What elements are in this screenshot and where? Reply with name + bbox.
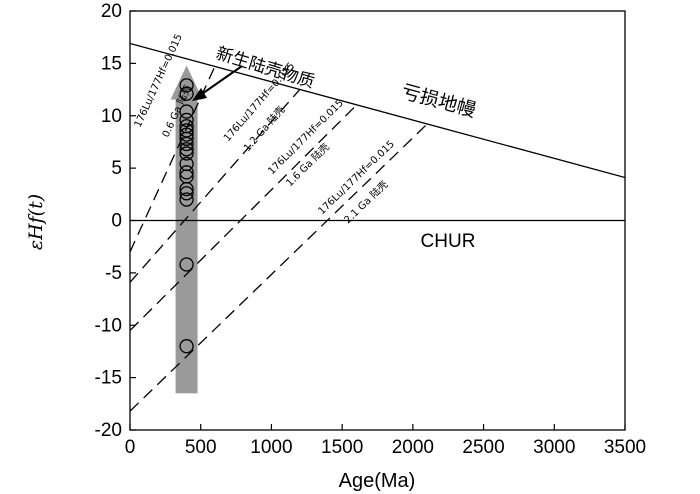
data-point xyxy=(179,181,194,197)
data-point xyxy=(179,136,194,152)
data-point xyxy=(179,78,194,93)
chur-label: CHUR xyxy=(421,231,476,252)
x-tick-label: 2000 xyxy=(392,437,434,458)
x-tick-label: 1000 xyxy=(250,437,292,458)
axes: 0 500 1000 1500 2000 2500 3000 3500 -20 -15 -10 -5 0… xyxy=(95,1,647,458)
trend-arrow-head xyxy=(170,65,203,100)
data-point xyxy=(179,86,194,101)
x-tick-label: 2500 xyxy=(462,437,504,458)
crust-evolution-line-5 xyxy=(130,123,428,412)
data-point xyxy=(179,112,194,128)
crust-evolution-line-4 xyxy=(130,104,357,331)
x-tick-label: 500 xyxy=(185,437,217,458)
depleted-mantle-line xyxy=(130,42,625,179)
y-tick-label: -20 xyxy=(95,420,122,441)
data-point xyxy=(179,127,194,142)
data-point xyxy=(179,131,194,146)
y-tick-label: -10 xyxy=(95,315,122,336)
x-tick-label: 3000 xyxy=(533,437,575,458)
juvenile-crust-pointer-head xyxy=(192,88,207,101)
data-point xyxy=(179,165,194,180)
data-point xyxy=(179,142,194,157)
y-axis-title: εHf(t) xyxy=(25,194,47,250)
data-point xyxy=(179,186,194,201)
y-tick-label: 5 xyxy=(111,158,122,179)
x-tick-label: 3500 xyxy=(604,437,646,458)
y-tick-label: -15 xyxy=(95,368,122,389)
x-axis-title: Age(Ma) xyxy=(339,470,416,492)
crust-evolution-line-3 xyxy=(130,89,301,283)
juvenile-crust-pointer xyxy=(198,65,243,97)
y-tick-label: 10 xyxy=(101,106,122,127)
data-point xyxy=(179,257,194,272)
depleted-mantle-label: 亏损地幔 xyxy=(399,81,478,122)
y-tick-label: 0 xyxy=(111,211,122,232)
annotations: Age(Ma) εHf(t) 亏损地幔CHUR176Lu/177Hf=0.015… xyxy=(25,33,478,492)
juvenile-crust-label: 新生陆壳物质 xyxy=(214,44,317,93)
y-tick-label: 15 xyxy=(101,53,122,74)
trend-arrow-shaft xyxy=(175,99,198,394)
plot-area xyxy=(130,42,625,412)
y-tick-label: -5 xyxy=(105,263,122,284)
x-tick-label: 0 xyxy=(125,437,136,458)
x-tick-label: 1500 xyxy=(321,437,363,458)
data-point xyxy=(179,104,194,119)
data-point xyxy=(179,192,194,207)
y-tick-label: 20 xyxy=(101,1,122,22)
crust-evolution-line-2 xyxy=(130,66,216,253)
data-point xyxy=(179,339,194,354)
data-point xyxy=(179,146,194,161)
